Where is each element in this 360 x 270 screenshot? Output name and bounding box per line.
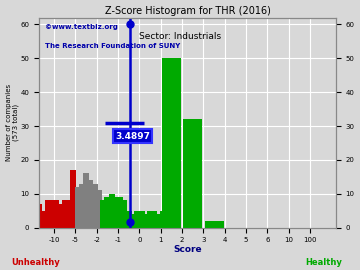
Bar bbox=[113, 197, 119, 228]
Bar bbox=[45, 200, 51, 228]
Bar bbox=[36, 204, 42, 228]
Text: Unhealthy: Unhealthy bbox=[12, 258, 60, 267]
Bar bbox=[14, 221, 20, 228]
Bar bbox=[79, 184, 85, 228]
Bar bbox=[66, 200, 72, 228]
Bar bbox=[32, 207, 38, 228]
Bar bbox=[53, 200, 59, 228]
Bar bbox=[28, 211, 33, 228]
Bar bbox=[75, 187, 81, 228]
Bar bbox=[49, 200, 55, 228]
Bar bbox=[152, 211, 157, 228]
Bar bbox=[109, 194, 115, 228]
Text: ©www.textbiz.org: ©www.textbiz.org bbox=[45, 24, 118, 30]
X-axis label: Score: Score bbox=[173, 245, 202, 254]
Text: Sector: Industrials: Sector: Industrials bbox=[139, 32, 221, 41]
Bar bbox=[92, 184, 98, 228]
Bar bbox=[162, 58, 181, 228]
Bar bbox=[126, 211, 132, 228]
Text: Healthy: Healthy bbox=[306, 258, 342, 267]
Bar bbox=[40, 211, 46, 228]
Bar bbox=[147, 211, 153, 228]
Bar bbox=[130, 214, 136, 228]
Bar bbox=[62, 200, 68, 228]
Bar bbox=[87, 180, 93, 228]
Bar bbox=[204, 221, 224, 228]
Bar bbox=[143, 214, 149, 228]
Y-axis label: Number of companies
(573 total): Number of companies (573 total) bbox=[5, 84, 19, 161]
Bar bbox=[117, 197, 123, 228]
Bar bbox=[139, 211, 145, 228]
Title: Z-Score Histogram for THR (2016): Z-Score Histogram for THR (2016) bbox=[104, 6, 270, 16]
Bar bbox=[100, 200, 106, 228]
Bar bbox=[58, 204, 63, 228]
Bar bbox=[2, 221, 8, 228]
Text: The Research Foundation of SUNY: The Research Foundation of SUNY bbox=[45, 43, 180, 49]
Bar bbox=[70, 170, 76, 228]
Bar bbox=[183, 119, 202, 228]
Bar bbox=[0, 204, 4, 228]
Bar bbox=[8, 217, 14, 228]
Bar bbox=[96, 190, 102, 228]
Bar bbox=[83, 173, 89, 228]
Bar bbox=[156, 214, 162, 228]
Bar bbox=[23, 214, 30, 228]
Text: 3.4897: 3.4897 bbox=[115, 132, 150, 141]
Bar bbox=[19, 217, 25, 228]
Bar bbox=[122, 200, 127, 228]
Bar bbox=[104, 197, 111, 228]
Bar bbox=[134, 211, 140, 228]
Bar bbox=[160, 211, 166, 228]
